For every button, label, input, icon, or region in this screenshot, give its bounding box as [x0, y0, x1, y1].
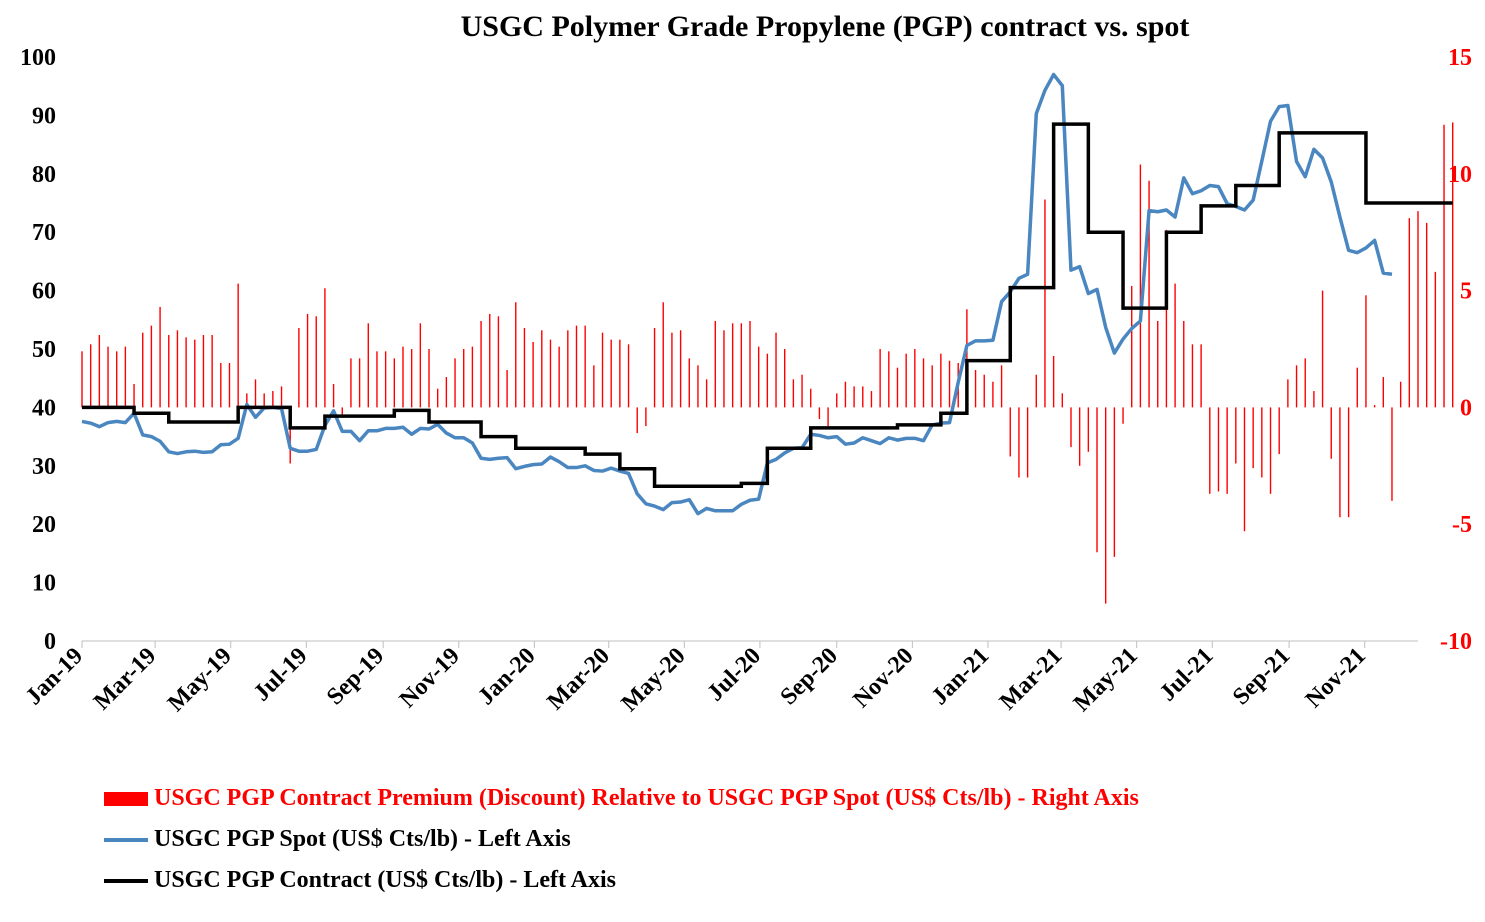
legend-item-spot: USGC PGP Spot (US$ Cts/lb) - Left Axis	[104, 826, 571, 853]
x-tick-label: Jul-20	[703, 643, 767, 707]
left-tick-label: 20	[32, 512, 56, 538]
left-tick-label: 100	[20, 45, 56, 71]
left-tick-label: 10	[32, 571, 56, 597]
x-tick-label: Jul-21	[1155, 643, 1219, 707]
left-tick-label: 30	[32, 454, 56, 480]
chart-title: USGC Polymer Grade Propylene (PGP) contr…	[461, 10, 1190, 43]
right-tick-label: 15	[1448, 45, 1472, 71]
right-tick-label: -10	[1440, 629, 1472, 655]
x-tick-label: May-20	[617, 643, 691, 717]
right-tick-label: 0	[1460, 395, 1472, 421]
x-tick-label: Jul-19	[249, 643, 313, 707]
legend-swatch-premium	[104, 791, 148, 806]
x-tick-label: Nov-21	[1301, 643, 1371, 713]
left-tick-label: 40	[32, 395, 56, 421]
x-tick-label: Jan-21	[927, 643, 994, 710]
spot-line	[81, 72, 1393, 516]
right-tick-label: -5	[1452, 512, 1472, 538]
legend-swatch-contract	[104, 878, 148, 883]
x-tick-label: Sep-19	[322, 643, 389, 710]
legend-label-premium: USGC PGP Contract Premium (Discount) Rel…	[154, 785, 1139, 811]
left-tick-label: 0	[44, 629, 56, 655]
legend-item-contract: USGC PGP Contract (US$ Cts/lb) - Left Ax…	[104, 867, 616, 894]
left-tick-label: 80	[32, 162, 56, 188]
legend-label-spot: USGC PGP Spot (US$ Cts/lb) - Left Axis	[154, 826, 571, 852]
x-tick-label: Jan-20	[473, 643, 540, 710]
x-tick-label: Sep-20	[776, 643, 843, 710]
left-tick-label: 70	[32, 220, 56, 246]
x-tick-label: Mar-21	[995, 643, 1067, 715]
x-tick-label: May-21	[1069, 643, 1143, 717]
legend-item-premium: USGC PGP Contract Premium (Discount) Rel…	[104, 785, 1139, 812]
x-tick-label: Nov-20	[848, 643, 918, 713]
left-tick-label: 50	[32, 337, 56, 363]
right-tick-label: 10	[1448, 162, 1472, 188]
x-tick-label: Mar-20	[543, 643, 615, 715]
legend-swatch-spot	[104, 837, 148, 842]
x-tick-label: May-19	[163, 643, 237, 717]
right-tick-label: 5	[1460, 279, 1472, 305]
x-tick-label: Nov-19	[395, 643, 465, 713]
left-tick-label: 60	[32, 279, 56, 305]
x-tick-label: Mar-19	[89, 643, 161, 715]
contract-line	[82, 122, 1453, 488]
x-tick-label: Sep-21	[1228, 643, 1295, 710]
left-tick-label: 90	[32, 103, 56, 129]
legend-label-contract: USGC PGP Contract (US$ Cts/lb) - Left Ax…	[154, 867, 616, 893]
